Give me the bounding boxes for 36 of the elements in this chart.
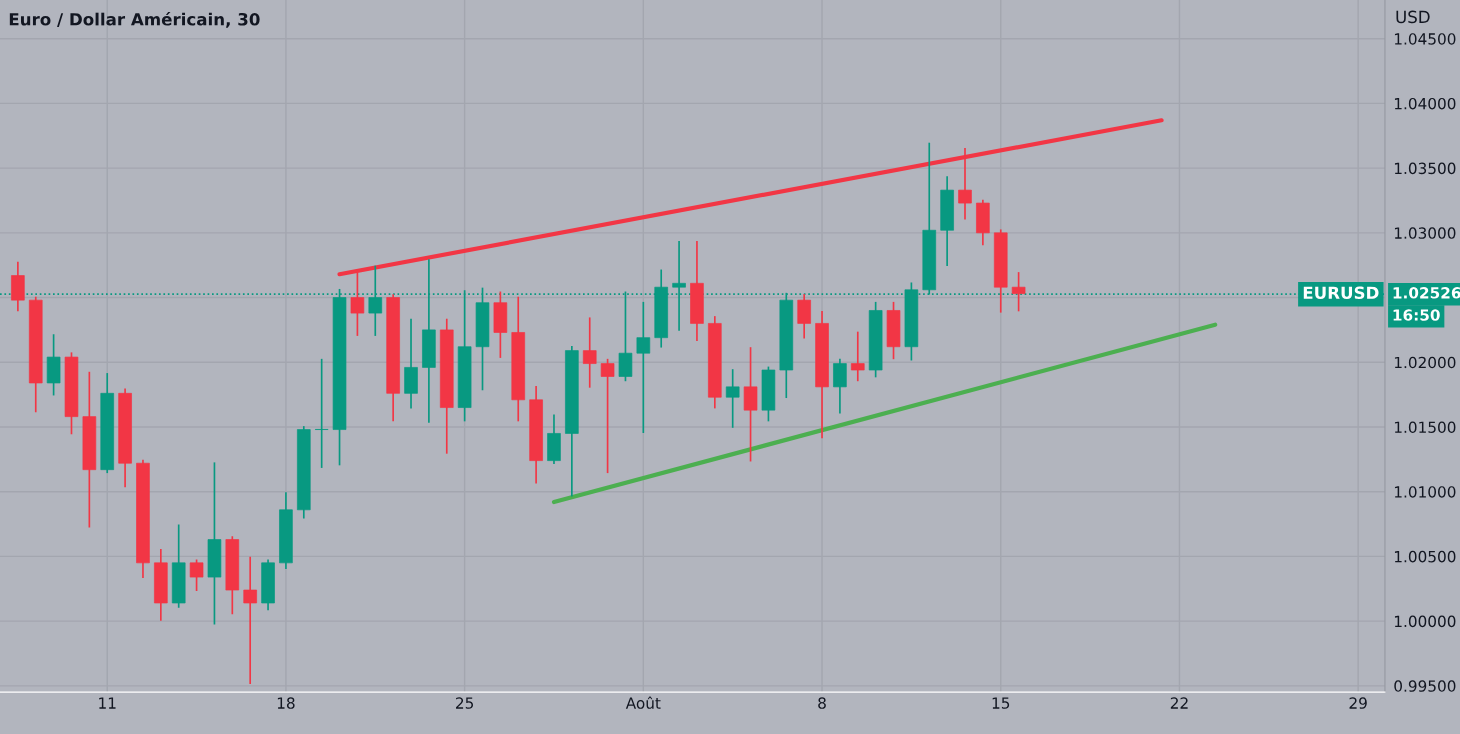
text: Euro / Dollar Américain, 30 (9, 12, 260, 28)
y-axis-title: USD (1396, 10, 1430, 24)
candlestick (1011, 272, 1026, 312)
y-tick-label: 1.01500 (1394, 421, 1456, 433)
y-tick-label: 1.01000 (1394, 486, 1456, 498)
annotation: EURUSD (1303, 286, 1379, 300)
x-tick-label: 8 (818, 697, 826, 709)
x-tick-label: 22 (1170, 697, 1188, 709)
y-tick-label: 1.00000 (1394, 615, 1456, 628)
x-tick-label: 11 (99, 697, 116, 709)
candlestick (189, 559, 204, 591)
candlestick (797, 294, 811, 339)
x-tick-label: 25 (456, 697, 474, 709)
text: 16:50 (1393, 309, 1440, 321)
x-tick-label: Août (625, 696, 661, 709)
x-tick-label: 29 (1349, 697, 1367, 709)
candlestick (725, 369, 740, 428)
x-tick-label: 18 (277, 697, 295, 709)
y-tick-label: 1.03000 (1394, 227, 1456, 239)
candlestick (582, 317, 597, 388)
ref-line-label: 1.02526 (1393, 287, 1460, 299)
x-tick-label: 15 (992, 697, 1010, 709)
candlestick (636, 301, 651, 433)
candlestick (851, 331, 865, 382)
y-tick-label: 1.04000 (1394, 97, 1456, 110)
candlestick (743, 347, 758, 462)
y-tick-label: 1.00500 (1394, 550, 1456, 563)
y-tick-label: 1.03500 (1394, 162, 1456, 175)
y-tick-label: 0.99500 (1394, 680, 1456, 692)
y-tick-label: 1.02000 (1394, 356, 1456, 369)
candlestick (833, 358, 847, 414)
candlestick (243, 556, 257, 685)
y-tick-label: 1.04500 (1394, 33, 1456, 45)
candlestick (958, 147, 972, 220)
candlestick (314, 358, 329, 468)
candlestick (600, 358, 615, 474)
